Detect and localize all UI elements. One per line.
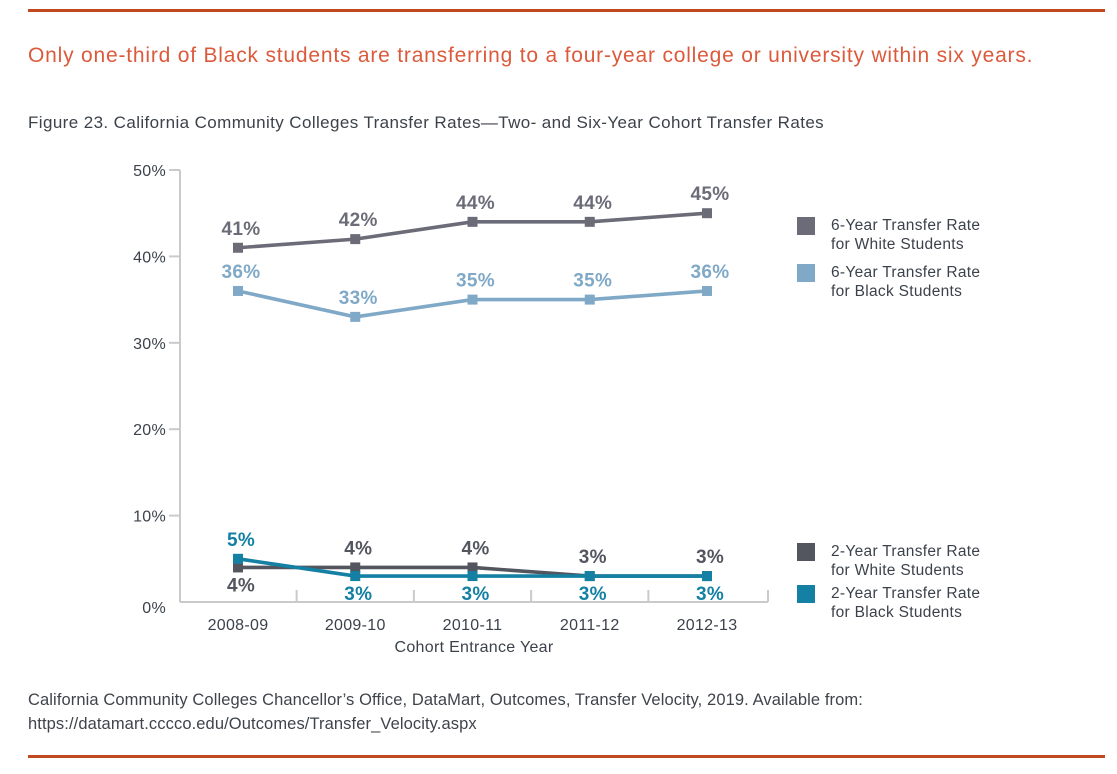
x-axis-title: Cohort Entrance Year — [395, 639, 554, 656]
data-point-label: 41% — [222, 219, 261, 240]
data-point-marker — [350, 571, 361, 582]
figure-caption: Figure 23. California Community Colleges… — [28, 113, 825, 132]
data-point-marker — [702, 285, 712, 296]
legend-item-6yr-white: 6-Year Transfer Rate for White Students — [797, 216, 1107, 254]
legend-label-line2: for White Students — [831, 562, 964, 579]
data-point-marker — [702, 208, 712, 219]
data-point-marker — [233, 553, 243, 564]
page-title: Only one-third of Black students are tra… — [28, 44, 1034, 67]
data-point-marker — [467, 571, 478, 582]
data-point-label: 4% — [227, 575, 255, 596]
data-point-label: 3% — [696, 547, 724, 568]
legend-label-line1: 6-Year Transfer Rate — [831, 264, 981, 281]
legend-label-line2: for Black Students — [831, 604, 963, 621]
y-tick-label: 50% — [133, 163, 166, 180]
data-point-label: 4% — [344, 538, 372, 559]
legend-item-6yr-black: 6-Year Transfer Rate for Black Students — [797, 263, 1107, 301]
legend-label-line1: 2-Year Transfer Rate — [831, 585, 981, 602]
legend-swatch-6yr-white — [797, 217, 815, 235]
x-tick-label: 2010-11 — [443, 617, 503, 634]
x-tick-label: 2011-12 — [560, 617, 620, 634]
transfer-rates-chart-figure: 0% 10% 20% 30% 40% 50% 2008-09 2009-10 2010-11 20… — [0, 140, 790, 670]
data-point-marker — [467, 294, 478, 305]
legend-label-line2: for White Students — [831, 236, 964, 253]
legend-six-year: 6-Year Transfer Rate for White Students … — [797, 216, 1107, 310]
data-point-marker — [233, 285, 243, 296]
data-point-label: 5% — [227, 530, 255, 551]
source-citation: California Community Colleges Chancellor… — [28, 691, 863, 733]
data-point-label: 36% — [222, 262, 261, 283]
y-tick-label: 10% — [133, 509, 166, 526]
data-point-marker — [233, 562, 243, 573]
y-tick-label: 40% — [133, 249, 166, 266]
legend-label-line1: 6-Year Transfer Rate — [831, 217, 981, 234]
data-point-marker — [350, 562, 361, 573]
data-point-label: 3% — [461, 584, 489, 605]
data-point-marker — [584, 294, 595, 305]
transfer-rates-line-chart: 0% 10% 20% 30% 40% 50% 2008-09 2009-10 2010-11 20… — [133, 163, 769, 656]
legend-swatch-2yr-white — [797, 543, 815, 561]
data-point-label: 3% — [344, 584, 372, 605]
data-point-marker — [467, 562, 478, 573]
data-point-marker — [584, 216, 595, 227]
data-point-label: 36% — [691, 262, 730, 283]
x-tick-label: 2012-13 — [677, 617, 738, 634]
data-point-label: 3% — [696, 584, 724, 605]
data-point-marker — [702, 571, 712, 582]
legend-swatch-2yr-black — [797, 585, 815, 603]
y-tick-label: 0% — [142, 600, 166, 617]
data-point-label: 44% — [573, 193, 612, 214]
data-point-label: 3% — [579, 584, 607, 605]
bottom-divider-rule — [28, 755, 1105, 758]
legend-label-line2: for Black Students — [831, 283, 963, 300]
data-point-marker — [350, 311, 361, 322]
legend-label-line1: 2-Year Transfer Rate — [831, 543, 981, 560]
data-point-marker — [233, 242, 243, 253]
top-divider-rule — [28, 9, 1105, 12]
legend-two-year: 2-Year Transfer Rate for White Students … — [797, 542, 1107, 626]
y-tick-label: 30% — [133, 336, 166, 353]
data-point-label: 35% — [573, 271, 612, 292]
data-point-label: 33% — [339, 288, 378, 309]
data-point-marker — [350, 234, 361, 245]
x-tick-label: 2008-09 — [208, 617, 269, 634]
legend-item-2yr-white: 2-Year Transfer Rate for White Students — [797, 542, 1107, 580]
legend-swatch-6yr-black — [797, 264, 815, 282]
legend-item-2yr-black: 2-Year Transfer Rate for Black Students — [797, 584, 1107, 622]
data-point-marker — [467, 216, 478, 227]
x-tick-label: 2009-10 — [325, 617, 386, 634]
data-point-label: 35% — [456, 271, 495, 292]
data-point-label: 4% — [461, 538, 489, 559]
data-point-label: 42% — [339, 210, 378, 231]
data-point-label: 3% — [579, 547, 607, 568]
data-point-label: 44% — [456, 193, 495, 214]
y-tick-label: 20% — [133, 422, 166, 439]
data-point-label: 45% — [691, 184, 730, 205]
data-point-marker — [584, 571, 595, 582]
